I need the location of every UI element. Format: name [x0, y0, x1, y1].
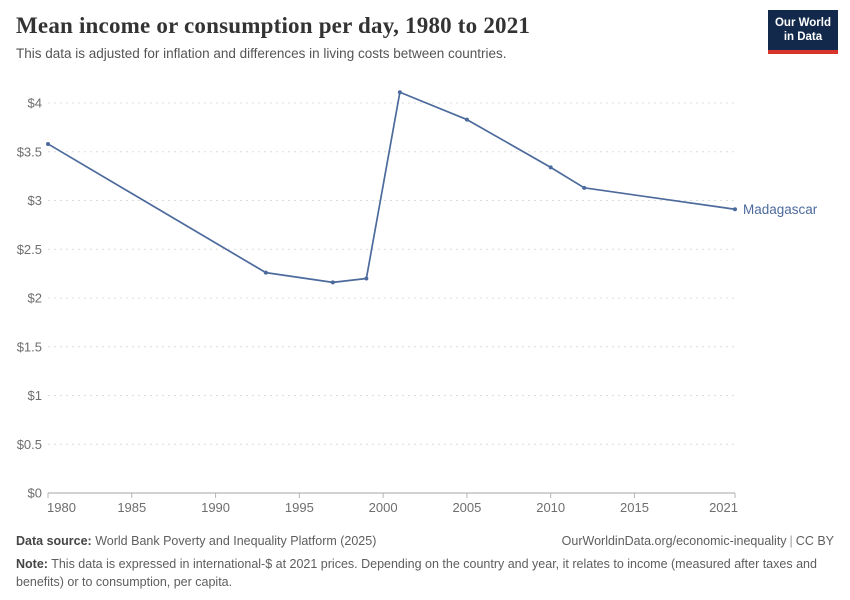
x-tick-label: 2000	[369, 500, 398, 515]
y-tick-label: $2	[28, 291, 42, 306]
y-tick-label: $3	[28, 193, 42, 208]
x-tick-label: 2021	[709, 500, 738, 515]
attribution-divider: |	[789, 534, 793, 548]
data-point-marker	[733, 207, 737, 212]
data-point-marker	[464, 117, 469, 122]
y-tick-label: $3.5	[17, 144, 42, 159]
x-tick-label: 2005	[452, 500, 481, 515]
chart-footer: Data source: World Bank Poverty and Ineq…	[16, 534, 834, 591]
owid-url-link[interactable]: OurWorldinData.org/economic-inequality	[561, 534, 787, 548]
owid-logo-line1: Our World	[774, 17, 831, 29]
x-tick-label: 1995	[285, 500, 314, 515]
x-tick-label: 2015	[620, 500, 649, 515]
y-tick-label: $1.5	[17, 339, 42, 354]
y-tick-label: $1	[28, 388, 42, 403]
data-point-marker	[330, 280, 335, 285]
y-tick-label: $0.5	[17, 437, 42, 452]
note-text: This data is expressed in international-…	[16, 557, 817, 589]
chart-title: Mean income or consumption per day, 1980…	[16, 13, 531, 38]
data-point-marker	[46, 141, 50, 146]
x-tick-label: 1990	[201, 500, 230, 515]
chart-note: Note: This data is expressed in internat…	[16, 556, 834, 591]
data-point-marker	[397, 90, 402, 95]
chart-subtitle: This data is adjusted for inflation and …	[16, 45, 507, 61]
x-tick-label: 2010	[536, 500, 565, 515]
y-tick-label: $0	[28, 486, 42, 501]
x-tick-label: 1985	[117, 500, 146, 515]
series-label-madagascar[interactable]: Madagascar	[743, 202, 818, 217]
owid-logo-line2: in Data	[783, 31, 823, 44]
y-tick-label: $4	[28, 96, 42, 111]
data-point-marker	[582, 185, 587, 190]
note-label: Note:	[16, 557, 48, 571]
source-row: Data source: World Bank Poverty and Ineq…	[16, 534, 834, 548]
series-line-madagascar[interactable]	[47, 91, 736, 284]
data-point-marker	[263, 270, 268, 275]
license-text: CC BY	[795, 534, 834, 548]
data-point-marker	[364, 276, 369, 281]
y-tick-label: $2.5	[17, 242, 42, 257]
x-tick-label: 1980	[47, 500, 76, 515]
data-source: Data source: World Bank Poverty and Ineq…	[16, 534, 376, 548]
chart-header: Mean income or consumption per day, 1980…	[16, 12, 760, 61]
data-point-marker	[548, 165, 553, 170]
data-source-text: World Bank Poverty and Inequality Platfo…	[95, 534, 377, 548]
data-source-label: Data source:	[16, 534, 92, 548]
attribution: OurWorldinData.org/economic-inequality | C…	[562, 534, 834, 548]
owid-logo[interactable]: Our World in Data	[767, 10, 838, 54]
